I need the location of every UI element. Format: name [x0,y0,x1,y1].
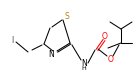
Text: S: S [65,11,69,20]
Text: I: I [11,35,13,45]
Text: H: H [82,67,86,72]
Text: O: O [102,31,108,41]
Text: N: N [81,60,87,69]
Text: O: O [108,55,114,64]
Text: N: N [48,50,54,59]
